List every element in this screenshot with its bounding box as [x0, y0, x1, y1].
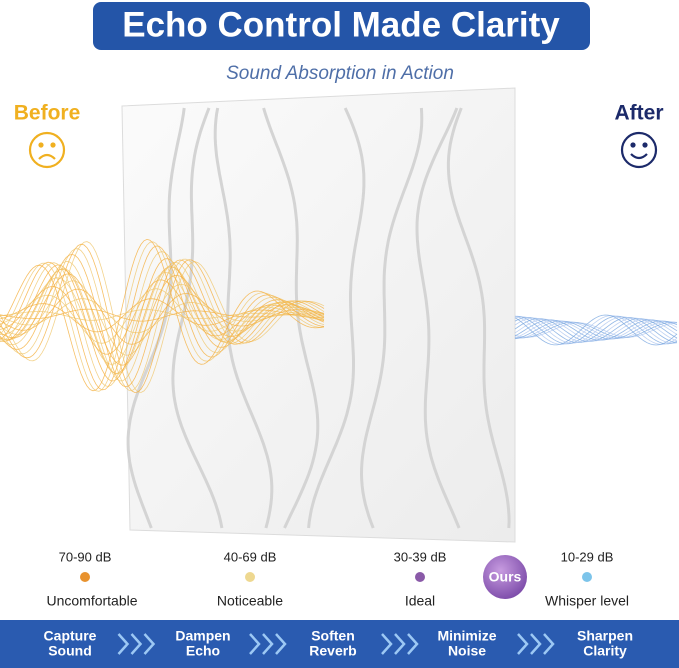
step-text: Soften [311, 628, 355, 644]
wave-after [514, 315, 678, 345]
level-label: Uncomfortable [46, 593, 137, 609]
title: Echo Control Made Clarity [122, 5, 560, 44]
wave-before [0, 251, 325, 387]
wave-after [514, 314, 678, 346]
wave-before [0, 298, 325, 334]
chevron [249, 633, 261, 655]
groove [446, 107, 511, 529]
step-text: Dampen [175, 628, 230, 644]
groove [307, 107, 366, 529]
sad-face [28, 131, 66, 169]
db-range: 70-90 dB [59, 549, 112, 564]
panel-grooves [126, 107, 511, 529]
wave-before [0, 245, 325, 391]
scale: 70-90 dB Uncomfortable 40-69 dB Noticeable 3… [46, 549, 629, 608]
step-text: Capture [44, 628, 97, 644]
before-label: Before [14, 102, 81, 125]
steps-band [0, 620, 679, 668]
chevron [530, 633, 542, 655]
wave-before [0, 266, 325, 375]
wave-before [0, 258, 325, 382]
chevron [262, 633, 274, 655]
scale-dot [415, 572, 425, 582]
chevron [275, 633, 287, 655]
level-label: Ideal [405, 593, 435, 609]
level-label: Noticeable [217, 593, 283, 609]
wave-before [0, 241, 325, 392]
wave-after [514, 318, 678, 342]
scale-dot [245, 572, 255, 582]
groove [415, 107, 461, 529]
wave-before [0, 288, 325, 345]
chevron [543, 633, 555, 655]
step-text: Sharpen [577, 628, 633, 644]
wave-before [0, 309, 325, 321]
happy-face [620, 131, 658, 169]
chevron [381, 633, 393, 655]
groove [262, 107, 320, 529]
after-label: After [614, 102, 663, 125]
ours-badge [483, 555, 527, 599]
db-range: 40-69 dB [224, 549, 277, 564]
wave-before [0, 288, 325, 344]
chevron [517, 633, 529, 655]
wave-before [0, 279, 325, 355]
db-range: 30-39 dB [394, 549, 447, 564]
groove [126, 107, 186, 529]
step-text: Reverb [309, 643, 356, 659]
scale-dot [80, 572, 90, 582]
chevron [117, 633, 130, 655]
wave-before [0, 248, 325, 392]
wave-before [0, 273, 325, 366]
chevron [143, 633, 156, 655]
subtitle: Sound Absorption in Action [226, 63, 454, 84]
groove [359, 107, 424, 529]
wave-after [515, 315, 678, 345]
step-text: Echo [186, 643, 220, 659]
chevron [394, 633, 406, 655]
title-banner [93, 2, 590, 50]
wave-after [514, 316, 678, 344]
scale-dot [582, 572, 592, 582]
step-text: Noise [448, 643, 486, 659]
ours-text: Ours [489, 569, 522, 585]
wave-after [514, 316, 678, 344]
wave-before [0, 241, 325, 393]
chevron [407, 633, 419, 655]
wave-after [514, 317, 678, 343]
step-text: Clarity [583, 643, 627, 659]
chevron [130, 633, 143, 655]
step-text: Sound [48, 643, 92, 659]
wave-before [0, 280, 325, 356]
step-text: Minimize [437, 628, 496, 644]
wave-after [514, 321, 678, 339]
db-range: 10-29 dB [561, 549, 614, 564]
level-label: Whisper level [545, 593, 629, 609]
sound-waves [0, 238, 678, 394]
wave-before [0, 238, 325, 392]
